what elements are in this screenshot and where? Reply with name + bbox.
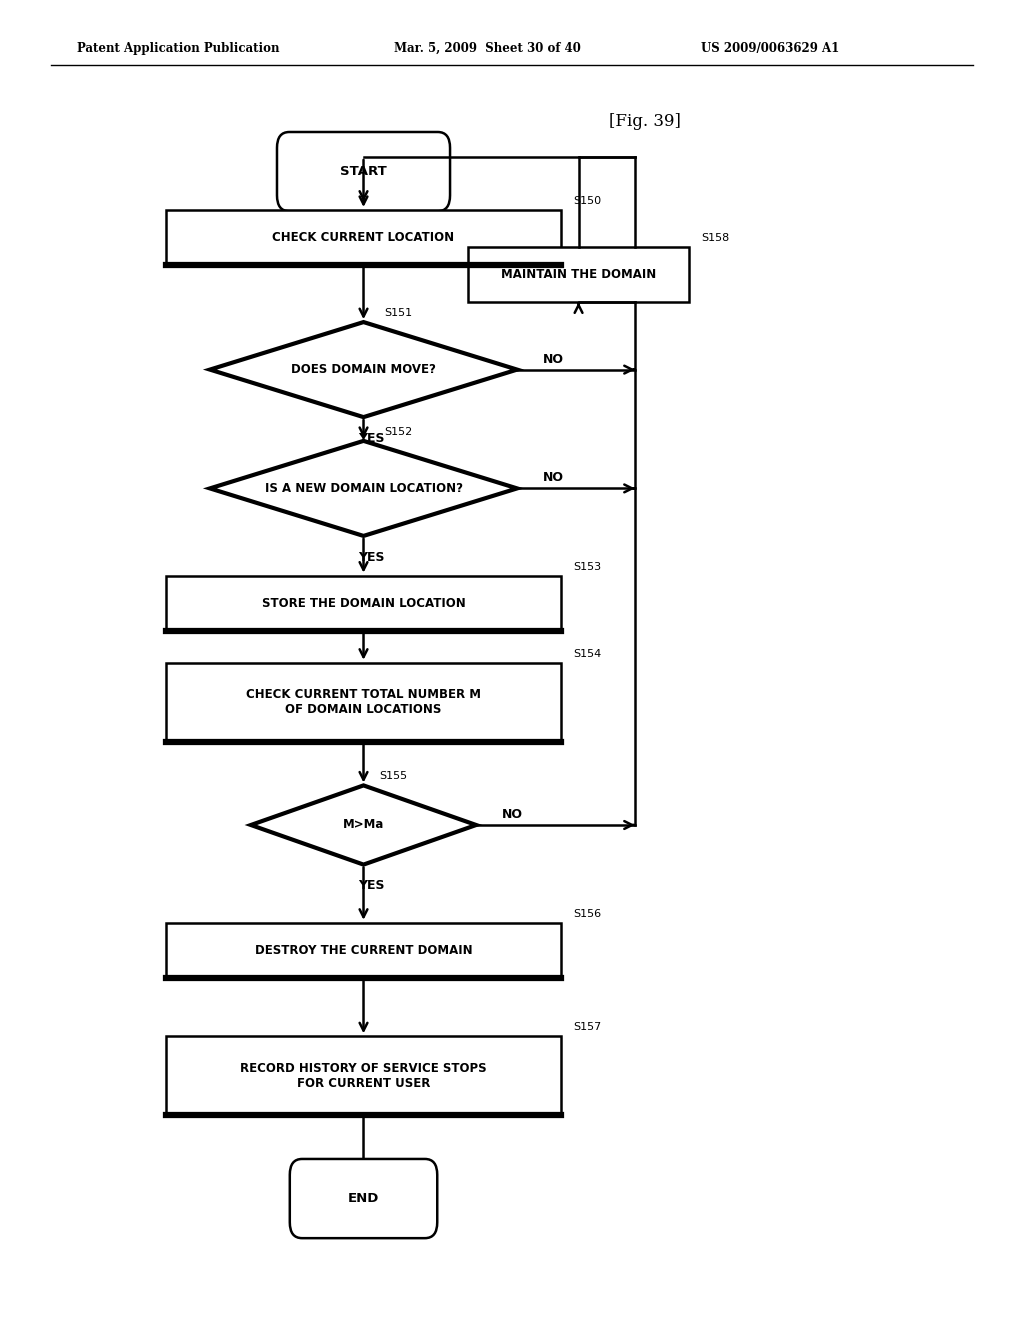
Text: CHECK CURRENT LOCATION: CHECK CURRENT LOCATION bbox=[272, 231, 455, 244]
Text: S156: S156 bbox=[573, 908, 601, 919]
FancyBboxPatch shape bbox=[276, 132, 450, 211]
Text: [Fig. 39]: [Fig. 39] bbox=[609, 114, 681, 129]
Text: MAINTAIN THE DOMAIN: MAINTAIN THE DOMAIN bbox=[501, 268, 656, 281]
FancyBboxPatch shape bbox=[166, 210, 561, 265]
Text: Mar. 5, 2009  Sheet 30 of 40: Mar. 5, 2009 Sheet 30 of 40 bbox=[394, 42, 581, 54]
Text: YES: YES bbox=[358, 550, 385, 564]
Polygon shape bbox=[210, 322, 517, 417]
Text: END: END bbox=[348, 1192, 379, 1205]
Text: RECORD HISTORY OF SERVICE STOPS
FOR CURRENT USER: RECORD HISTORY OF SERVICE STOPS FOR CURR… bbox=[241, 1061, 486, 1090]
Text: S157: S157 bbox=[573, 1022, 601, 1032]
Text: M>Ma: M>Ma bbox=[343, 818, 384, 832]
FancyBboxPatch shape bbox=[166, 576, 561, 631]
Text: DESTROY THE CURRENT DOMAIN: DESTROY THE CURRENT DOMAIN bbox=[255, 944, 472, 957]
FancyBboxPatch shape bbox=[166, 923, 561, 978]
Text: Patent Application Publication: Patent Application Publication bbox=[77, 42, 280, 54]
Text: DOES DOMAIN MOVE?: DOES DOMAIN MOVE? bbox=[291, 363, 436, 376]
Text: IS A NEW DOMAIN LOCATION?: IS A NEW DOMAIN LOCATION? bbox=[264, 482, 463, 495]
Text: NO: NO bbox=[502, 808, 523, 821]
FancyBboxPatch shape bbox=[166, 1036, 561, 1115]
Text: S151: S151 bbox=[384, 308, 412, 318]
FancyBboxPatch shape bbox=[166, 663, 561, 742]
Text: NO: NO bbox=[543, 471, 564, 484]
Polygon shape bbox=[210, 441, 517, 536]
FancyBboxPatch shape bbox=[468, 247, 688, 302]
Text: STORE THE DOMAIN LOCATION: STORE THE DOMAIN LOCATION bbox=[262, 597, 465, 610]
Text: S155: S155 bbox=[379, 771, 407, 781]
Text: YES: YES bbox=[358, 879, 385, 892]
Text: S153: S153 bbox=[573, 561, 601, 572]
Text: S150: S150 bbox=[573, 195, 601, 206]
Text: YES: YES bbox=[358, 432, 385, 445]
FancyBboxPatch shape bbox=[290, 1159, 437, 1238]
Text: S158: S158 bbox=[700, 232, 729, 243]
Text: S152: S152 bbox=[384, 426, 413, 437]
Polygon shape bbox=[251, 785, 476, 865]
Text: NO: NO bbox=[543, 352, 564, 366]
Text: START: START bbox=[340, 165, 387, 178]
Text: S154: S154 bbox=[573, 648, 601, 659]
Text: US 2009/0063629 A1: US 2009/0063629 A1 bbox=[701, 42, 840, 54]
Text: CHECK CURRENT TOTAL NUMBER M
OF DOMAIN LOCATIONS: CHECK CURRENT TOTAL NUMBER M OF DOMAIN L… bbox=[246, 688, 481, 717]
